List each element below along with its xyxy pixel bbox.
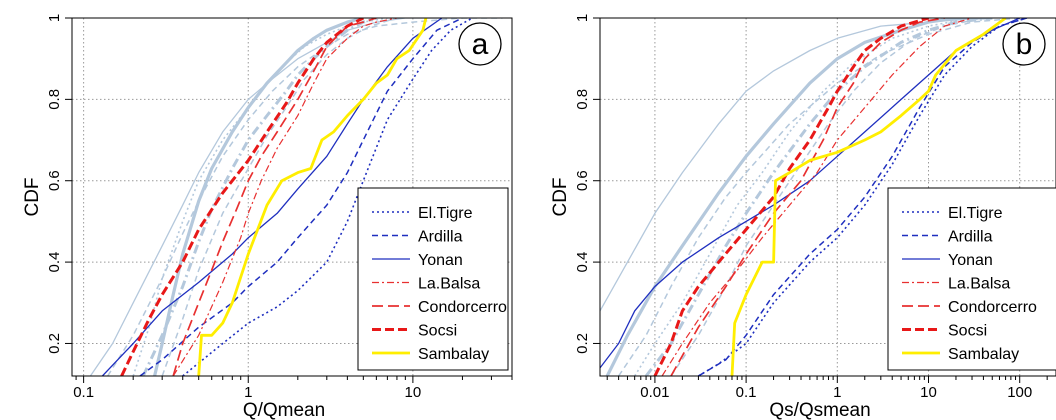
panel-b-series-gray-7: [605, 18, 993, 376]
panel-a-legend-label-4: Condorcerro: [418, 299, 507, 316]
panel-b-y-tick-label-0: 0.2: [574, 333, 591, 354]
panel-b-y-axis-title: CDF: [550, 177, 571, 216]
panel-a-legend-label-5: Socsi: [418, 323, 457, 340]
panel-b-x-tick-label-3: 10: [920, 384, 937, 401]
panel-a-series-gray-11: [132, 18, 388, 376]
panel-a-series-group: [89, 18, 503, 376]
panel-b-series-socsi: [653, 18, 929, 376]
panel-a-x-tick-label-1: 1: [244, 384, 252, 401]
panel-a-legend-label-1: Ardilla: [418, 229, 463, 246]
panel-a-y-tick-label-0: 0.2: [46, 333, 63, 354]
panel-b-x-tick-label-0: 0.01: [640, 384, 669, 401]
panel-b-legend-label-5: Socsi: [948, 323, 987, 340]
panel-b-x-tick-label-1: 0.1: [736, 384, 757, 401]
panel-a-x-tick-label-2: 10: [405, 384, 422, 401]
panel-b-legend: El.Tigre Ardilla Yonan La.Balsa Condorcerro S…: [887, 187, 1056, 371]
panel-b-tag-circle: [1002, 22, 1046, 66]
panel-a-series-gray-12: [161, 18, 398, 376]
panel-b-legend-box: [887, 187, 1056, 371]
panel-a-x-tick-label-0: 0.1: [73, 384, 94, 401]
panel-a-legend: El.Tigre Ardilla Yonan La.Balsa Condorcerro S…: [357, 187, 509, 371]
panel-a-legend-label-2: Yonan: [418, 252, 463, 269]
panel-a-y-tick-label-1: 0.4: [46, 252, 63, 273]
panel-a-y-tick-label-4: 1: [46, 14, 63, 22]
panel-a: 0.1 1 100.20.40.60.81Q/QmeanCDFaEl.TigreAr…: [22, 14, 513, 420]
panel-b-y-tick-label-4: 1: [574, 14, 591, 22]
panel-b-x-tick-label-4: 100: [1007, 384, 1032, 401]
panel-b-series-gray-10: [617, 18, 1020, 376]
panel-a-frame: [71, 17, 513, 377]
panel-a-legend-label-6: Sambalay: [418, 346, 489, 363]
panel-a-series-la-balsa: [172, 18, 398, 376]
panel-a-series-condorcerro: [172, 18, 377, 376]
panel-b-legend-label-0: El.Tigre: [948, 205, 1003, 222]
panel-b-series-gray-12: [670, 18, 984, 376]
panel-a-legend-label-0: El.Tigre: [418, 205, 473, 222]
panel-a-series-yonan: [101, 18, 443, 376]
panel-b-series-ardilla: [698, 18, 1028, 376]
panel-b: 0.01 0.1 1 10 1000.20.40.60.81Qs/QsmeanCDFbE…: [550, 14, 1056, 420]
panel-a-series-gray-10: [107, 18, 503, 376]
panel-b-series-sambalay: [730, 18, 1007, 376]
panel-b-y-tick-label-3: 0.8: [574, 89, 591, 110]
panel-b-series-el-tigre: [697, 18, 1028, 376]
panel-a-series-gray-8: [141, 18, 377, 376]
panel-b-series-gray-9: [644, 18, 993, 376]
panel-a-legend-box: [357, 187, 509, 371]
panel-a-tag-label: a: [472, 28, 489, 61]
panel-a-y-tick-label-3: 0.8: [46, 89, 63, 110]
panel-b-x-axis-title: Qs/Qsmean: [769, 400, 870, 420]
panel-b-legend-label-1: Ardilla: [948, 229, 993, 246]
panel-b-series-gray-11: [634, 18, 973, 376]
panel-b-legend-label-6: Sambalay: [948, 346, 1019, 363]
panel-a-series-el-tigre: [182, 18, 473, 376]
panel-b-y-tick-label-1: 0.4: [574, 252, 591, 273]
panel-a-y-tick-label-2: 0.6: [46, 170, 63, 191]
panel-a-series-socsi: [120, 18, 364, 376]
panel-b-legend-label-2: Yonan: [948, 252, 993, 269]
panel-b-series-yonan: [600, 18, 1020, 369]
panel-a-y-axis-title: CDF: [22, 177, 43, 216]
panel-b-legend-label-4: Condorcerro: [948, 299, 1037, 316]
panel-b-x-tick-label-2: 1: [833, 384, 841, 401]
panel-b-tag-label: b: [1016, 28, 1033, 61]
panel-a-legend-label-3: La.Balsa: [418, 276, 480, 293]
panel-b-legend-label-3: La.Balsa: [948, 276, 1010, 293]
panel-b-series-la-balsa: [661, 18, 973, 376]
panel-a-series-sambalay: [197, 18, 428, 376]
panel-a-x-axis-title: Q/Qmean: [243, 400, 325, 420]
panel-b-y-tick-label-2: 0.6: [574, 170, 591, 191]
panel-a-series-gray-7: [153, 18, 364, 376]
panel-a-tag-circle: [458, 22, 502, 66]
panel-b-series-gray-8: [600, 18, 984, 312]
panel-b-series-group: [600, 18, 1028, 376]
